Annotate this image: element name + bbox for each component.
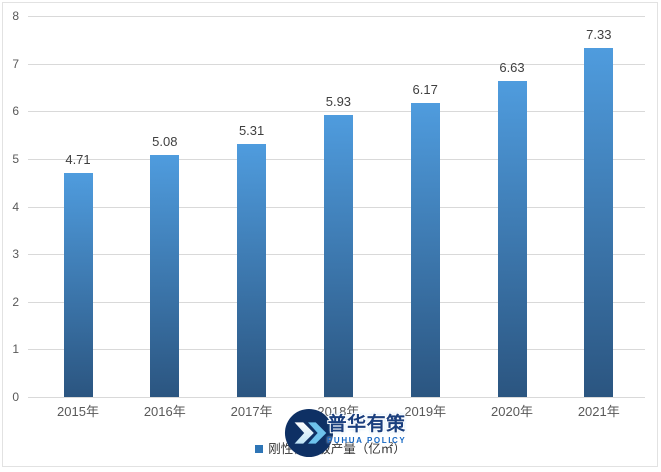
bar-value-label: 6.17 <box>412 82 438 98</box>
gridline <box>28 63 645 65</box>
gridline <box>28 397 645 398</box>
x-axis-tick-label: 2017年 <box>230 404 273 419</box>
y-axis-tick-label: 3 <box>12 247 19 262</box>
y-axis-tick-label: 8 <box>12 9 19 23</box>
x-axis-tick-label: 2016年 <box>143 404 186 419</box>
y-axis-tick-label: 6 <box>12 104 19 119</box>
bar-value-label: 4.71 <box>65 151 91 167</box>
y-axis-tick-label: 1 <box>12 342 19 357</box>
y-axis-tick-label: 4 <box>12 199 19 214</box>
watermark-cn-text: 普华有策 <box>327 414 406 435</box>
x-axis-tick-label: 2018年 <box>317 404 360 419</box>
y-axis-tick-label: 2 <box>12 294 19 309</box>
puhua-logo-icon <box>284 408 334 458</box>
x-axis-tick-label: 2020年 <box>491 404 533 419</box>
x-axis-tick-label: 2015年 <box>57 404 99 419</box>
x-axis-tick-label: 2021年 <box>577 404 620 419</box>
bar <box>237 144 267 397</box>
bar <box>323 114 353 397</box>
gridline <box>28 111 645 113</box>
y-axis-tick-label: 5 <box>12 151 19 166</box>
bar-value-label: 6.63 <box>499 60 525 76</box>
legend-marker-icon <box>255 445 264 453</box>
bar <box>497 81 527 397</box>
watermark-text: 普华有策 PUHUA POLICY <box>327 414 406 445</box>
y-axis-tick-label: 7 <box>12 56 19 71</box>
x-axis-tick-label: 2019年 <box>404 404 447 419</box>
watermark-logo: 普华有策 PUHUA POLICY <box>284 408 406 458</box>
watermark-en-text: PUHUA POLICY <box>327 436 407 445</box>
bar <box>63 172 93 397</box>
gridline <box>28 16 645 17</box>
bar-value-label: 5.31 <box>238 123 265 139</box>
bar-value-label: 5.08 <box>152 134 178 150</box>
bar <box>150 155 180 397</box>
bar <box>410 103 440 397</box>
bar-value-label: 7.33 <box>586 26 612 42</box>
bar-value-label: 5.93 <box>325 93 352 109</box>
bar <box>584 47 614 397</box>
y-axis-tick-label: 0 <box>12 390 19 404</box>
